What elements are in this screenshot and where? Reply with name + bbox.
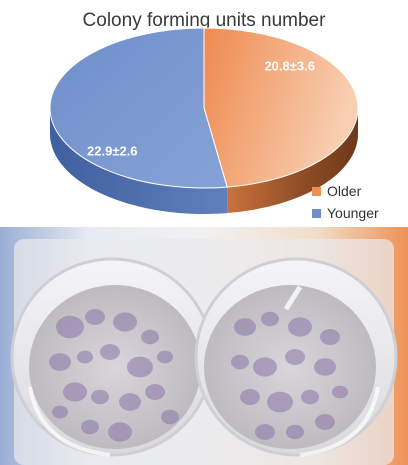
legend-swatch-older	[312, 186, 321, 196]
colony-spot	[255, 424, 275, 440]
legend-label-older: Older	[327, 183, 362, 199]
right-well-highlight	[299, 386, 380, 457]
colony-spot	[231, 354, 249, 370]
pie-side-older	[227, 108, 358, 214]
colony-spot	[161, 409, 179, 425]
colony-spot	[320, 329, 340, 345]
colony-spot	[52, 405, 68, 419]
colony-spot	[77, 350, 93, 364]
colony-spot	[49, 353, 71, 371]
colony-spot	[267, 391, 293, 413]
chart-title: Colony forming units number	[82, 10, 326, 31]
colony-spot	[314, 358, 336, 376]
pie-labels: 20.8±3.6 22.9±2.6	[87, 58, 315, 158]
pie-chart-panel: Colony forming units number	[0, 0, 408, 226]
colony-spot	[145, 384, 165, 400]
colony-spot	[157, 350, 173, 364]
legend-item-older: Older	[312, 180, 379, 202]
colony-spot	[315, 414, 335, 430]
legend: Older Younger	[312, 180, 379, 224]
colony-spot	[286, 424, 304, 440]
colony-spot	[119, 393, 141, 411]
colony-spot	[301, 389, 319, 405]
colony-spot	[63, 382, 87, 402]
data-label-older: 20.8±3.6	[264, 58, 315, 73]
colony-spot	[108, 422, 132, 442]
legend-swatch-younger	[312, 208, 321, 218]
colony-spot	[261, 311, 279, 327]
data-label-younger: 22.9±2.6	[87, 144, 138, 159]
colony-spot	[100, 344, 120, 360]
colony-spot	[253, 357, 277, 377]
pie-tops	[49, 27, 359, 189]
pipette-tip	[283, 285, 303, 311]
colony-spot	[91, 389, 109, 405]
colony-spot	[127, 356, 153, 378]
legend-item-younger: Younger	[312, 202, 379, 224]
pie-chart: 20.8±3.6 22.9±2.6	[49, 27, 359, 214]
culture-photo-panel	[0, 227, 408, 465]
two-culture-wells-photo	[10, 239, 398, 465]
colony-spot	[332, 385, 348, 399]
colony-spot	[285, 349, 305, 365]
pie-slice-older	[203, 27, 359, 188]
colony-spot	[234, 318, 256, 336]
colony-spot	[113, 312, 137, 332]
colony-spot	[81, 419, 99, 435]
colony-spot	[240, 389, 260, 405]
left-well-highlight	[28, 386, 111, 457]
colony-spot	[141, 329, 159, 345]
colonies	[49, 309, 348, 442]
legend-label-younger: Younger	[327, 205, 379, 221]
pie-slice-younger	[49, 27, 228, 189]
colony-spot	[56, 315, 84, 339]
colony-spot	[288, 317, 312, 337]
right-well	[204, 285, 376, 449]
colony-spot	[85, 309, 105, 325]
